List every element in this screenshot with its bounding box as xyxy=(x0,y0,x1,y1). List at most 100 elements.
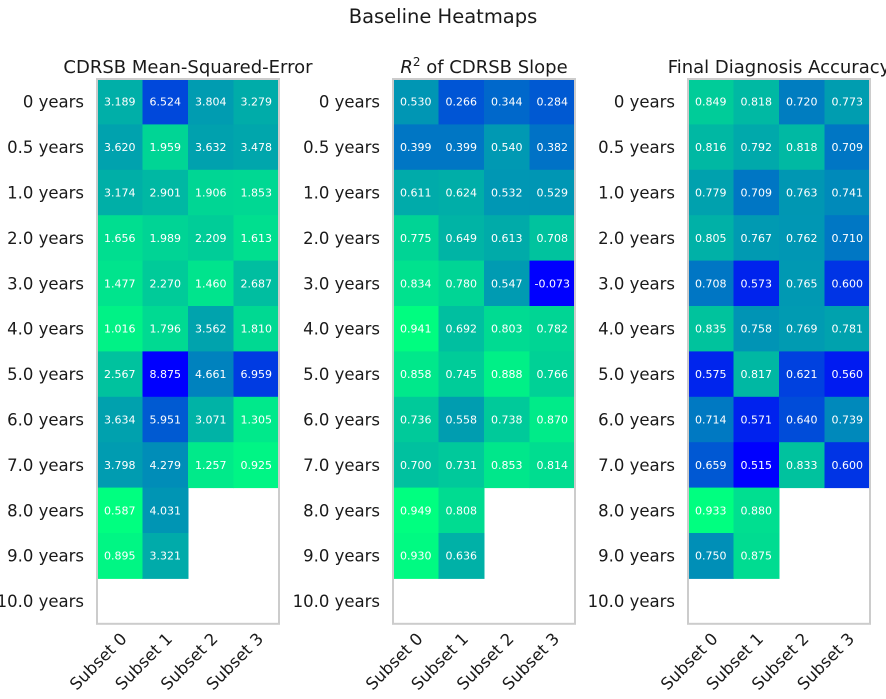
heatmap-cell xyxy=(142,442,189,489)
y-tick-label: 3.0 years xyxy=(598,274,675,293)
heatmap-cell xyxy=(188,260,234,307)
cell-value-label: 0.833 xyxy=(786,459,818,472)
heatmap-cell xyxy=(233,351,280,398)
heatmap-cell xyxy=(97,79,143,125)
y-tick-label: 10.0 years xyxy=(293,592,380,611)
cell-value-label: 0.692 xyxy=(446,323,478,336)
panel-title: Final Diagnosis Accuracy xyxy=(668,57,886,78)
cell-value-label: 4.031 xyxy=(150,504,182,517)
heatmap-cell xyxy=(529,79,576,125)
y-tick-label: 7.0 years xyxy=(598,456,675,475)
heatmap-cell xyxy=(733,487,780,534)
cell-value-label: 0.515 xyxy=(741,459,773,472)
heatmap-cell xyxy=(779,260,825,307)
heatmap-cell xyxy=(779,79,825,125)
cell-value-label: 0.750 xyxy=(695,550,727,563)
heatmap-cell xyxy=(484,215,530,262)
y-tick-label: 0 years xyxy=(23,93,84,112)
y-tick-label: 8.0 years xyxy=(598,501,675,520)
cell-value-label: 0.880 xyxy=(741,504,773,517)
heatmap-cell xyxy=(393,533,439,579)
panel-title: CDRSB Mean-Squared-Error xyxy=(63,57,313,78)
cell-value-label: 0.613 xyxy=(491,232,523,245)
heatmap-cell xyxy=(529,306,576,352)
cell-value-label: 0.344 xyxy=(491,96,523,109)
heatmap-cell xyxy=(97,169,143,216)
heatmap-cell xyxy=(529,351,576,398)
y-tick-label: 9.0 years xyxy=(7,547,84,566)
heatmap-panel-2: 0.849 0.818 0.720 0.773 0.816 0.792 0.818 0.709… xyxy=(588,57,886,694)
heatmap-cell xyxy=(484,124,530,171)
cell-value-label: 1.959 xyxy=(150,141,182,154)
heatmap-cell xyxy=(438,351,485,398)
cell-value-label: 3.279 xyxy=(241,96,273,109)
cell-value-label: 0.731 xyxy=(446,459,478,472)
cell-value-label: 0.853 xyxy=(491,459,523,472)
heatmap-cell xyxy=(233,215,280,262)
cell-value-label: 3.620 xyxy=(104,141,136,154)
heatmap-cell xyxy=(142,260,189,307)
cell-value-label: 0.720 xyxy=(786,96,818,109)
heatmap-panel-1: 0.530 0.266 0.344 0.284 0.399 0.399 0.540 0.382… xyxy=(293,55,576,694)
y-tick-label: 9.0 years xyxy=(598,547,675,566)
heatmap-cell xyxy=(97,351,143,398)
heatmap-cell xyxy=(188,215,234,262)
heatmap-cell xyxy=(188,396,234,443)
heatmap-cell xyxy=(779,169,825,216)
cell-value-label: 0.834 xyxy=(400,277,432,290)
heatmap-cell xyxy=(733,442,780,489)
heatmap-cell xyxy=(233,260,280,307)
cell-value-label: 1.305 xyxy=(241,414,273,427)
heatmap-cell xyxy=(824,396,871,443)
y-tick-label: 2.0 years xyxy=(598,229,675,248)
cell-value-label: 0.399 xyxy=(400,141,432,154)
cell-value-label: 2.209 xyxy=(195,232,227,245)
y-tick-label: 9.0 years xyxy=(303,547,380,566)
cell-value-label: 0.767 xyxy=(741,232,773,245)
heatmap-cell xyxy=(188,79,234,125)
y-tick-label: 4.0 years xyxy=(7,320,84,339)
heatmap-cell xyxy=(688,533,734,579)
y-tick-label: 0.5 years xyxy=(7,138,84,157)
cell-value-label: 0.636 xyxy=(446,550,478,563)
y-tick-label: 6.0 years xyxy=(598,411,675,430)
cell-value-label: 0.741 xyxy=(832,187,864,200)
cell-value-label: 0.558 xyxy=(446,414,478,427)
cell-value-label: 0.738 xyxy=(491,414,523,427)
cell-value-label: 0.775 xyxy=(400,232,432,245)
cell-value-label: 0.640 xyxy=(786,414,818,427)
cell-value-label: 0.710 xyxy=(832,232,864,245)
cell-value-label: 0.780 xyxy=(446,277,478,290)
heatmap-cell xyxy=(142,215,189,262)
heatmap-cell xyxy=(779,442,825,489)
cell-value-label: 1.796 xyxy=(150,323,182,336)
heatmap-cell xyxy=(484,260,530,307)
cell-value-label: 0.529 xyxy=(537,187,569,200)
heatmap-cell xyxy=(688,351,734,398)
cell-value-label: 0.284 xyxy=(537,96,569,109)
heatmap-cell xyxy=(484,396,530,443)
cell-value-label: 3.632 xyxy=(195,141,227,154)
cell-value-label: 0.573 xyxy=(741,277,773,290)
heatmap-cell xyxy=(484,79,530,125)
cell-value-label: 0.792 xyxy=(741,141,773,154)
heatmap-cell xyxy=(824,442,871,489)
heatmap-cell xyxy=(142,79,189,125)
heatmap-cell xyxy=(824,124,871,171)
cell-value-label: 0.714 xyxy=(695,414,727,427)
heatmap-cell xyxy=(438,215,485,262)
y-tick-label: 5.0 years xyxy=(303,365,380,384)
heatmap-cell xyxy=(97,124,143,171)
cell-value-label: 0.835 xyxy=(695,323,727,336)
cell-value-label: 2.270 xyxy=(150,277,182,290)
y-tick-label: 4.0 years xyxy=(303,320,380,339)
panel-title: R2 of CDRSB Slope xyxy=(400,55,567,78)
cell-value-label: 0.587 xyxy=(104,504,136,517)
cell-value-label: 1.989 xyxy=(150,232,182,245)
heatmap-cell xyxy=(393,260,439,307)
heatmap-cell xyxy=(393,351,439,398)
heatmap-cell xyxy=(438,306,485,352)
y-tick-label: 2.0 years xyxy=(303,229,380,248)
cell-value-label: 4.279 xyxy=(150,459,182,472)
